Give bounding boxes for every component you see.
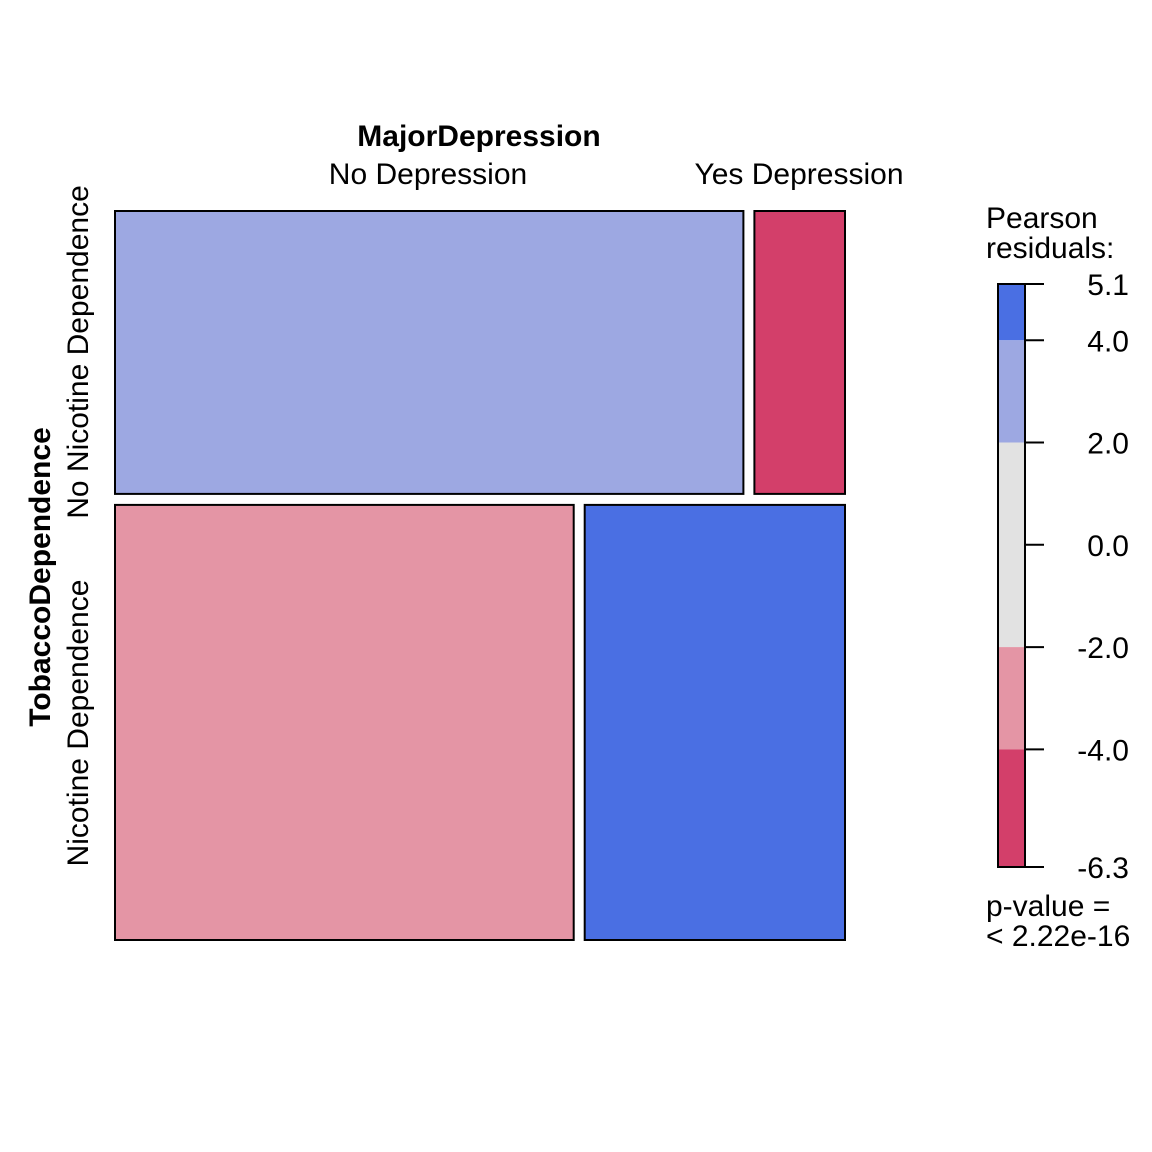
legend-tick-label: 5.1: [1087, 269, 1129, 302]
tile-1-1: [114, 210, 745, 495]
p-value-label: p-value =: [986, 890, 1110, 923]
legend-tick-label: 2.0: [1087, 428, 1129, 461]
legend-band-4: [998, 647, 1025, 750]
tile-2-2: [583, 503, 846, 941]
x-variable-title: MajorDepression: [357, 120, 600, 153]
mosaic-tiles: [114, 210, 847, 941]
legend-title-line2: residuals:: [986, 232, 1114, 265]
tile-1-2: [753, 210, 847, 495]
y-level-label-nicotine-dependence: Nicotine Dependence: [62, 580, 95, 867]
legend-tick-label: -2.0: [1077, 632, 1129, 665]
tile-2-1: [114, 503, 575, 941]
y-level-label-no-nicotine-dependence: No Nicotine Dependence: [62, 185, 95, 519]
legend-band-1: [998, 284, 1025, 341]
legend-tick-label: 4.0: [1087, 325, 1129, 358]
p-value-value: < 2.22e-16: [986, 920, 1130, 953]
legend-tick-label: -4.0: [1077, 734, 1129, 767]
y-variable-title: TobaccoDependence: [24, 427, 57, 727]
legend-band-2: [998, 340, 1025, 443]
legend-color-bar: [997, 283, 1026, 868]
x-level-label-no-depression: No Depression: [329, 158, 527, 191]
legend-band-5: [998, 749, 1025, 867]
legend-ticks: 5.1 4.0 2.0 0.0 -2.0 -4.0 -6.3: [1025, 269, 1129, 885]
x-level-label-yes-depression: Yes Depression: [694, 158, 903, 191]
legend: Pearson residuals: 5.1 4.0 2.0 0.0 -2.0 -4.0 -…: [986, 202, 1130, 953]
legend-title-line1: Pearson: [986, 202, 1098, 235]
legend-band-3: [998, 442, 1025, 648]
legend-tick-label: -6.3: [1077, 852, 1129, 885]
legend-tick-label: 0.0: [1087, 530, 1129, 563]
legend-bar-border: [997, 283, 1026, 868]
